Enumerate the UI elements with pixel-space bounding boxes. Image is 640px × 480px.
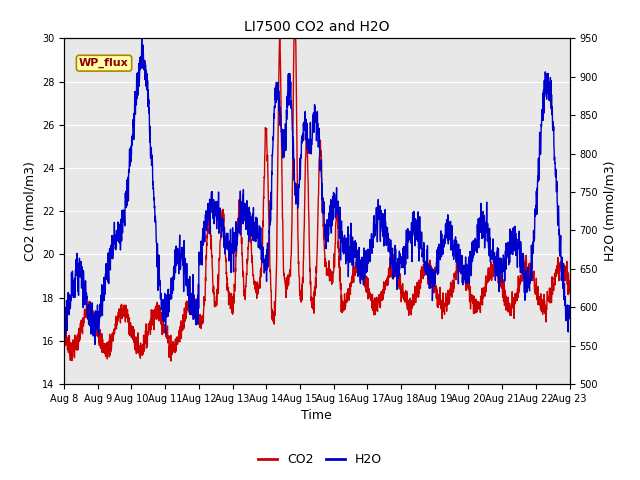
Text: WP_flux: WP_flux — [79, 58, 129, 68]
Title: LI7500 CO2 and H2O: LI7500 CO2 and H2O — [244, 21, 390, 35]
Legend: CO2, H2O: CO2, H2O — [253, 448, 387, 471]
Y-axis label: CO2 (mmol/m3): CO2 (mmol/m3) — [23, 161, 36, 261]
Y-axis label: H2O (mmol/m3): H2O (mmol/m3) — [604, 161, 616, 262]
X-axis label: Time: Time — [301, 409, 332, 422]
